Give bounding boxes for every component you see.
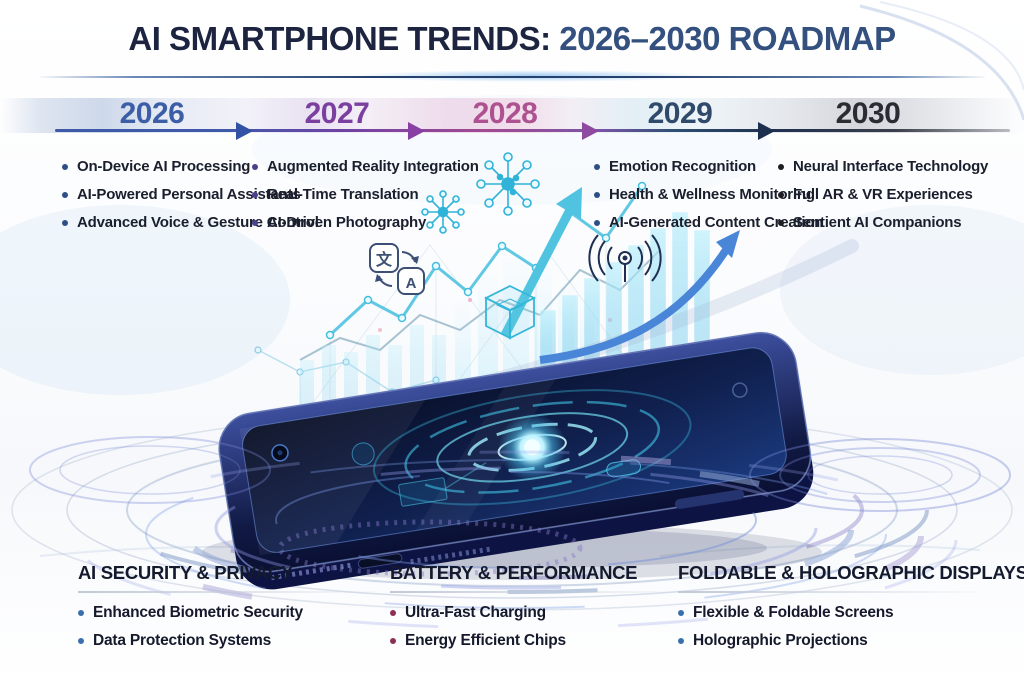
- timeline-item: AI-Generated Content Creation: [594, 214, 823, 231]
- features-2026: On-Device AI Processing AI-Powered Perso…: [62, 158, 319, 242]
- bullet-dot: [678, 609, 684, 616]
- section-title: FOLDABLE & HOLOGRAPHIC DISPLAYS: [678, 562, 1024, 583]
- page-title-range: 2026–2030 ROADMAP: [559, 20, 896, 57]
- timeline-item-label: On-Device AI Processing: [77, 158, 251, 175]
- timeline-line: [55, 129, 1010, 132]
- bullet-dot: [252, 163, 258, 170]
- features-2029: Emotion Recognition Health & Wellness Mo…: [594, 158, 823, 242]
- section-title: BATTERY & PERFORMANCE: [390, 562, 638, 583]
- bullet-dot: [62, 191, 68, 198]
- timeline-item: Full AR & VR Experiences: [778, 186, 988, 203]
- bullet-dot: [78, 609, 84, 616]
- section-item-label: Enhanced Biometric Security: [93, 603, 303, 621]
- timeline-arrow-2: [408, 122, 425, 140]
- timeline-item: Augmented Reality Integration: [252, 158, 479, 175]
- section-title: AI SECURITY & PRIVACY: [78, 562, 294, 583]
- ripple-circles-front: [29, 436, 1011, 630]
- section-item: Flexible & Foldable Screens: [678, 604, 978, 621]
- timeline-item-label: Augmented Reality Integration: [267, 158, 479, 175]
- timeline-item-label: Neural Interface Technology: [793, 158, 989, 175]
- timeline-arrow-1: [236, 122, 253, 140]
- bullet-dot: [390, 637, 396, 644]
- bullet-dot: [778, 191, 784, 198]
- timeline-item: Health & Wellness Monitoring: [594, 186, 823, 203]
- year-label-2027: 2027: [304, 97, 370, 130]
- timeline-item: Advanced Voice & Gesture Control: [62, 214, 319, 231]
- broadcast-icon: [588, 234, 662, 282]
- timeline-item: On-Device AI Processing: [62, 158, 319, 175]
- section-displays: FOLDABLE & HOLOGRAPHIC DISPLAYS Flexible…: [678, 562, 1024, 649]
- section-item: Data Protection Systems: [78, 632, 378, 649]
- bullet-dot: [62, 219, 68, 226]
- timeline-item-label: Advanced Voice & Gesture Control: [77, 214, 319, 231]
- timeline-item: Neural Interface Technology: [778, 158, 988, 175]
- section-security: AI SECURITY & PRIVACY Enhanced Biometric…: [78, 562, 378, 649]
- section-item-label: Flexible & Foldable Screens: [693, 603, 894, 621]
- bullet-dot: [594, 163, 600, 170]
- timeline-item-label: AI-Powered Personal Assistants: [77, 186, 301, 203]
- bullet-dot: [678, 637, 684, 644]
- bullet-dot: [594, 191, 600, 198]
- timeline-arrow-3: [582, 122, 599, 140]
- bullet-dot: [252, 219, 258, 226]
- section-item: Energy Efficient Chips: [390, 632, 675, 649]
- section-item: Ultra-Fast Charging: [390, 604, 675, 621]
- page-title-main: AI SMARTPHONE TRENDS:: [128, 20, 551, 57]
- year-label-2030: 2030: [835, 97, 901, 130]
- section-battery: BATTERY & PERFORMANCE Ultra-Fast Chargin…: [390, 562, 675, 649]
- features-2027: Augmented Reality Integration Real-Time …: [252, 158, 479, 242]
- section-item: Enhanced Biometric Security: [78, 604, 378, 621]
- section-divider: [678, 591, 978, 593]
- year-label-2028: 2028: [472, 97, 538, 130]
- section-item-label: Data Protection Systems: [93, 631, 272, 649]
- timeline-item-label: Sentient AI Companions: [793, 214, 962, 231]
- timeline-item-label: Emotion Recognition: [609, 158, 757, 175]
- page-title: AI SMARTPHONE TRENDS: 2026–2030 ROADMAP: [0, 20, 1024, 58]
- bullet-dot: [778, 163, 784, 170]
- section-item-label: Energy Efficient Chips: [405, 631, 566, 649]
- translation-target-glyph: A: [406, 275, 417, 292]
- bullet-dot: [390, 609, 396, 616]
- timeline-arrow-4: [758, 122, 775, 140]
- title-divider: [40, 76, 985, 78]
- timeline-item-label: AI-Driven Photography: [267, 214, 427, 231]
- section-item-label: Holographic Projections: [693, 631, 868, 649]
- timeline-item: AI-Powered Personal Assistants: [62, 186, 319, 203]
- timeline-item: Sentient AI Companions: [778, 214, 988, 231]
- bullet-dot: [78, 637, 84, 644]
- bullet-dot: [252, 191, 258, 198]
- section-item: Holographic Projections: [678, 632, 978, 649]
- timeline-item-label: Full AR & VR Experiences: [793, 186, 973, 203]
- cube-icon: [483, 284, 537, 340]
- neural-network-icon: [421, 152, 540, 234]
- section-divider: [390, 591, 675, 593]
- timeline-item-label: Health & Wellness Monitoring: [609, 186, 815, 203]
- year-label-2026: 2026: [119, 97, 185, 130]
- smartphone: [218, 331, 814, 590]
- bullet-dot: [594, 219, 600, 226]
- bullet-dot: [62, 163, 68, 170]
- section-divider: [78, 591, 378, 593]
- translation-icon: 文 A: [369, 243, 425, 295]
- timeline-item: AI-Driven Photography: [252, 214, 479, 231]
- section-item-label: Ultra-Fast Charging: [405, 603, 546, 621]
- timeline-item-label: AI-Generated Content Creation: [609, 214, 824, 231]
- bullet-dot: [778, 219, 784, 226]
- timeline-band: [0, 98, 1024, 133]
- translation-source-glyph: 文: [376, 250, 393, 269]
- timeline-item: Emotion Recognition: [594, 158, 823, 175]
- timeline-item: Real-Time Translation: [252, 186, 479, 203]
- timeline-item-label: Real-Time Translation: [267, 186, 419, 203]
- year-label-2029: 2029: [647, 97, 713, 130]
- features-2030: Neural Interface Technology Full AR & VR…: [778, 158, 988, 242]
